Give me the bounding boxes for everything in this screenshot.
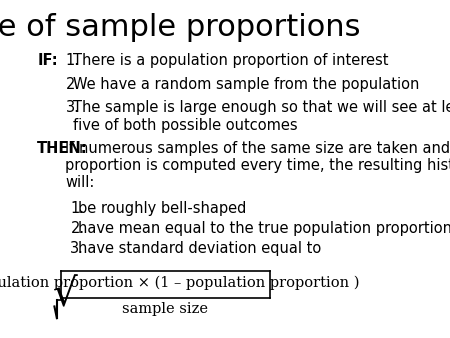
Text: sample size: sample size <box>122 302 208 316</box>
Text: 3.: 3. <box>70 241 84 256</box>
Text: We have a random sample from the population: We have a random sample from the populat… <box>73 77 419 92</box>
Text: 3.: 3. <box>66 100 79 115</box>
Text: IF:: IF: <box>37 53 58 68</box>
Text: population proportion × (1 – population proportion ): population proportion × (1 – population … <box>0 276 360 290</box>
Text: If numerous samples of the same size are taken and the sample
proportion is comp: If numerous samples of the same size are… <box>66 141 450 190</box>
Text: be roughly bell-shaped: be roughly bell-shaped <box>78 201 246 216</box>
Text: 1.: 1. <box>66 53 80 68</box>
Text: Rule of sample proportions: Rule of sample proportions <box>0 13 360 42</box>
Text: have mean equal to the true population proportion: have mean equal to the true population p… <box>78 221 450 236</box>
Text: The sample is large enough so that we will see at least
five of both possible ou: The sample is large enough so that we wi… <box>73 100 450 133</box>
Text: have standard deviation equal to: have standard deviation equal to <box>78 241 321 256</box>
Text: There is a population proportion of interest: There is a population proportion of inte… <box>73 53 388 68</box>
Text: 2.: 2. <box>66 77 80 92</box>
Text: √: √ <box>53 276 78 315</box>
Text: THEN:: THEN: <box>37 141 88 155</box>
Text: 1.: 1. <box>70 201 85 216</box>
Text: 2.: 2. <box>70 221 85 236</box>
